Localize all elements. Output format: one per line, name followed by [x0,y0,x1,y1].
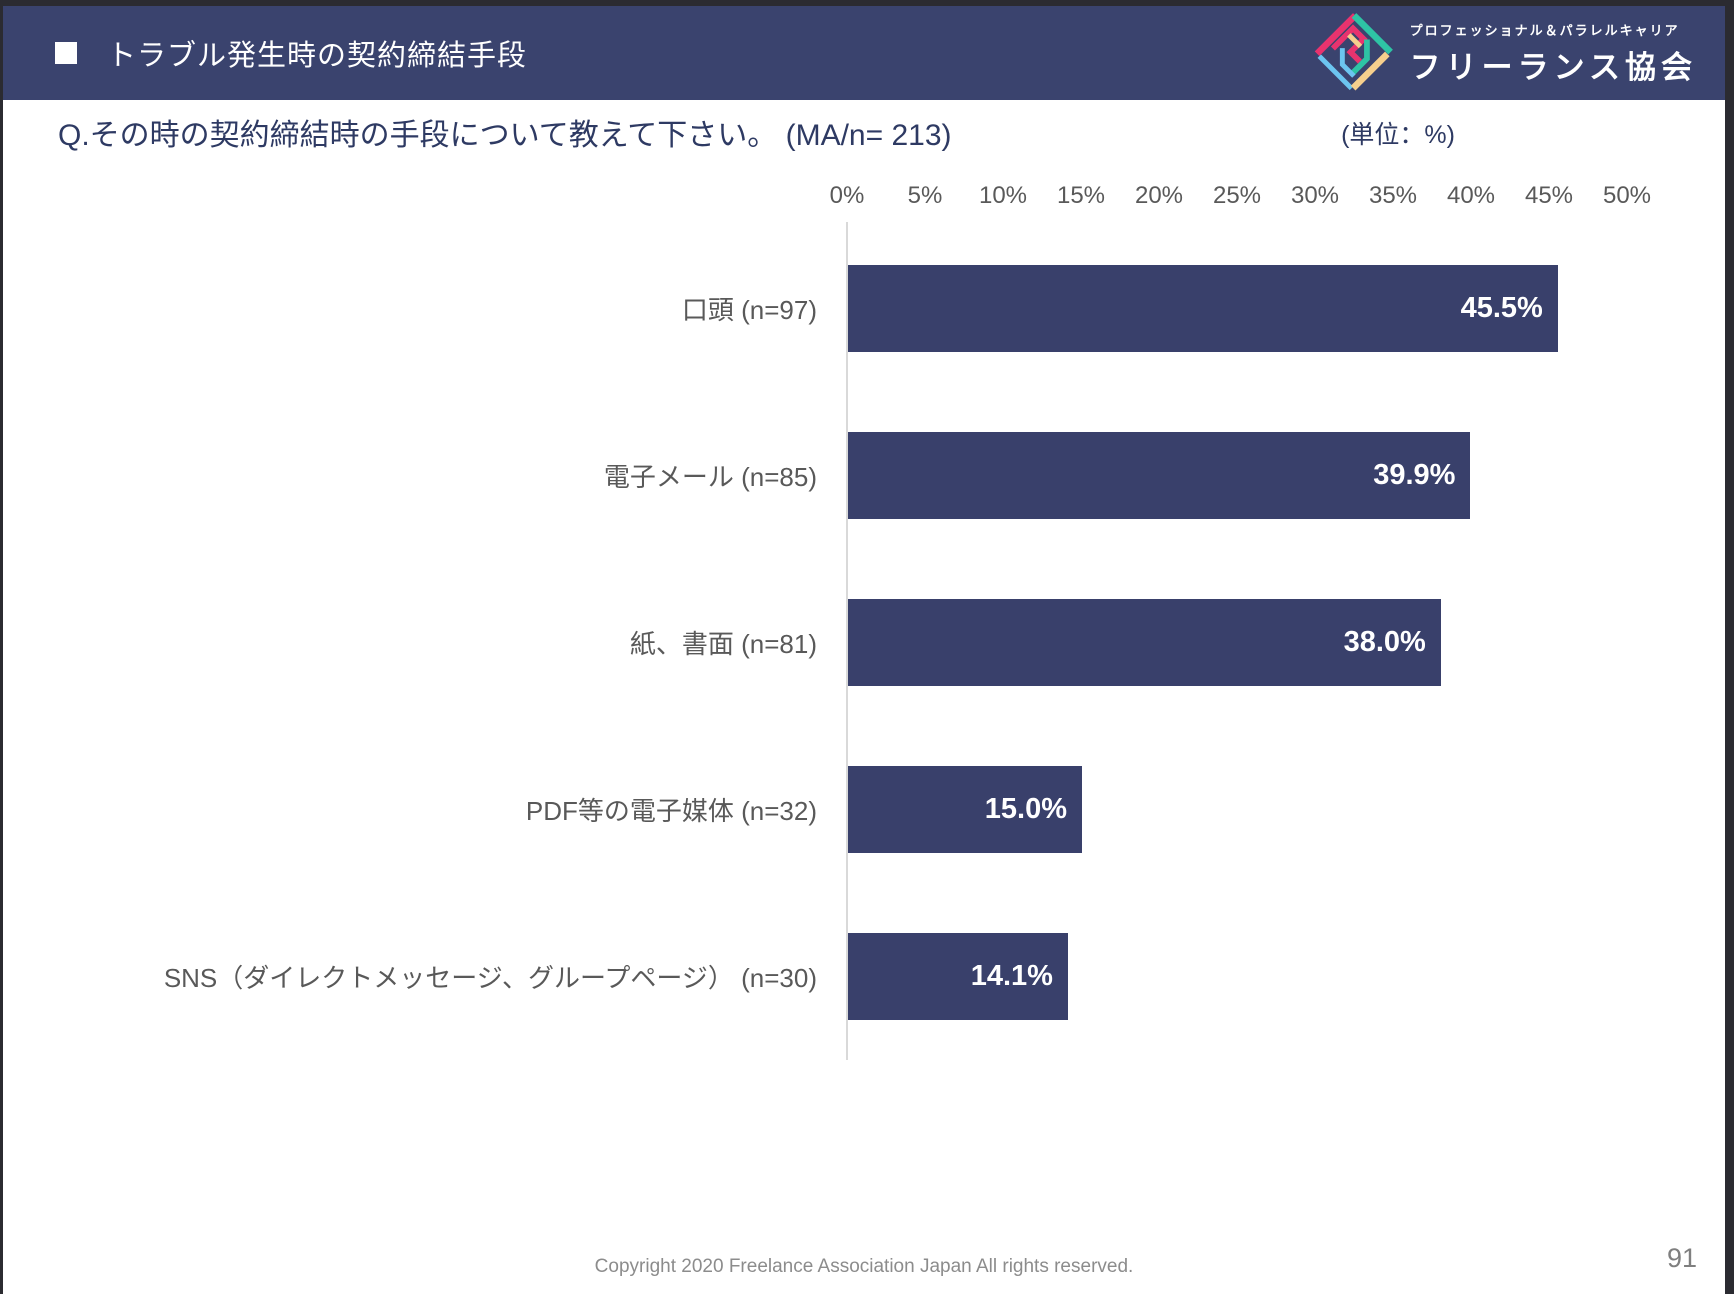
chart-row: 電子メール (n=85) 39.9% [3,432,1725,519]
page-title: トラブル発生時の契約締結手段 [107,40,528,72]
bar-value-label: 39.9% [1373,459,1456,491]
axis-tick-label: 30% [1290,182,1340,209]
logo-diamond-icon [1312,12,1394,94]
bar-value-label: 14.1% [970,960,1053,992]
logo-tagline: プロフェッショナル＆パラレルキャリア [1409,22,1680,38]
question-text: Q.その時の契約締結時の手段について教えて下さい。 (MA/n= 213) [58,119,952,152]
axis-tick-label: 10% [978,182,1028,209]
category-label: PDF等の電子媒体 (n=32) [525,796,817,826]
header-bar: トラブル発生時の契約締結手段 プロフェッショ [3,6,1725,100]
axis-tick-label: 0% [829,182,865,209]
chart-row: PDF等の電子媒体 (n=32) 15.0% [3,766,1725,853]
copyright-text: Copyright 2020 Freelance Association Jap… [594,1256,1134,1277]
axis-tick-label: 15% [1056,182,1106,209]
bar-area: 45.5% [848,265,1628,352]
bar-value-label: 45.5% [1460,292,1543,324]
bar-area: 38.0% [848,599,1628,686]
bar-value-label: 38.0% [1343,626,1426,658]
unit-label: (単位：%) [1341,121,1455,149]
bar-value-label: 15.0% [984,793,1067,825]
bar: 45.5% [848,265,1558,352]
axis-tick-label: 5% [907,182,943,209]
axis-tick-label: 20% [1134,182,1184,209]
bar: 14.1% [848,933,1068,1020]
chart-row: 口頭 (n=97) 45.5% [3,265,1725,352]
y-axis-line [846,222,848,1060]
bar-area: 15.0% [848,766,1628,853]
category-label: SNS（ダイレクトメッセージ、グループページ） (n=30) [163,963,817,993]
bar-area: 14.1% [848,933,1628,1020]
axis-tick-label: 45% [1524,182,1574,209]
bar: 38.0% [848,599,1441,686]
association-logo: プロフェッショナル＆パラレルキャリア フリーランス協会 [1312,12,1697,94]
logo-text: プロフェッショナル＆パラレルキャリア フリーランス協会 [1410,20,1697,87]
axis-tick-label: 35% [1368,182,1418,209]
bar: 39.9% [848,432,1471,519]
chart-row: SNS（ダイレクトメッセージ、グループページ） (n=30) 14.1% [3,933,1725,1020]
category-label: 電子メール (n=85) [603,462,817,492]
page-number: 91 [1666,1243,1697,1273]
title-bullet-square [55,42,77,64]
axis-tick-label: 25% [1212,182,1262,209]
axis-tick-label: 50% [1602,182,1652,209]
axis-tick-label: 40% [1446,182,1496,209]
axis-tick-row: 0% 5% 10% 15% 20% 25% 30% 35% 40% 45% 50% [830,182,1651,214]
logo-name: フリーランス協会 [1409,49,1697,85]
category-label: 紙、書面 (n=81) [629,629,817,659]
category-label: 口頭 (n=97) [681,295,817,325]
bar: 15.0% [848,766,1082,853]
chart-row: 紙、書面 (n=81) 38.0% [3,599,1725,686]
bar-area: 39.9% [848,432,1628,519]
